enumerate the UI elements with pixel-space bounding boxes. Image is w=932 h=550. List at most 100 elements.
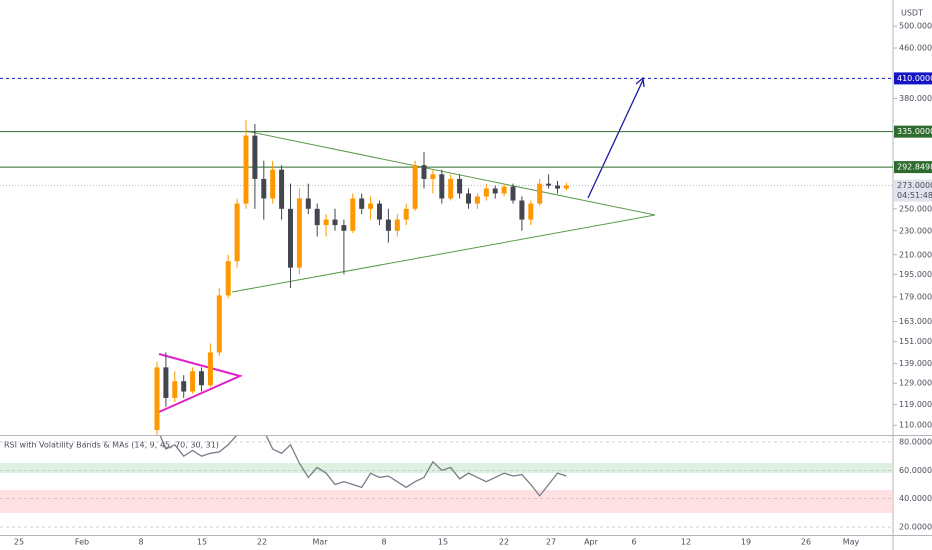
x-tick-label: 19 [741,538,751,547]
candle-body [412,165,418,209]
rsi-pane [0,436,893,528]
candle-body [172,381,178,398]
candle-body [163,367,169,398]
rsi-tick-label: 60.0000 [899,466,932,475]
x-tick-label: 22 [499,538,509,547]
pennant [158,353,243,413]
price-level-label: 410.0000 [897,74,932,83]
y-tick-label: 110.0000 [899,421,932,430]
x-tick-label: 8 [381,538,386,547]
last-price-label: 273.0000 [897,181,932,190]
candle-body [288,208,293,268]
axes: 500.0000 460.0000 380.0000 250.0000 230.0000… [14,22,932,547]
x-tick-label: 12 [681,538,691,547]
x-tick-label: 15 [438,538,448,547]
candle-body [243,135,249,204]
x-tick-label: 25 [14,538,24,547]
candle-body [279,169,285,209]
candle-body [563,185,569,189]
x-tick-label: May [843,538,860,547]
candle-body [394,219,400,231]
rsi-tick-label: 40.0000 [899,494,932,503]
price-level-tag [894,72,932,85]
y-tick-label: 163.0000 [899,317,932,326]
drawings [158,76,656,413]
candle-body [350,198,356,231]
x-tick-label: 27 [546,538,556,547]
candle-body [270,169,276,199]
candle-body [323,219,329,226]
rsi-line [159,436,567,497]
y-tick-label: 139.0000 [899,359,932,368]
candle-body [154,367,160,431]
price-level-tag [894,125,932,138]
candle-body [457,178,463,194]
candle-body [448,178,454,199]
y-tick-label: 119.0000 [899,400,932,409]
candle-body [430,174,436,179]
symmetrical-triangle [231,130,656,293]
y-tick-label: 129.0000 [899,379,932,388]
candle-body [305,198,311,209]
candle-body [377,203,382,220]
candle-body [207,352,213,386]
candle-body [474,196,480,204]
candle-body [501,186,507,194]
candle-body [296,198,302,268]
candle-body [190,371,196,392]
arrow [587,79,644,199]
candle-body [385,219,391,231]
candle-body [181,381,187,392]
candle-body [225,261,231,296]
candle-body [546,183,552,186]
price-level-label: 335.0000 [897,127,932,136]
y-tick-label: 460.0000 [899,44,932,53]
last-price-tag [894,179,932,202]
y-tick-label: 210.0000 [899,250,932,259]
candle-body [483,188,489,197]
price-pane [0,77,893,435]
candle-body [341,225,347,231]
candle-body [234,203,240,262]
x-tick-label: 22 [257,538,267,547]
price-level-label: 292.8498 [897,163,932,172]
rsi-upper-band [0,463,893,473]
candle-body [199,371,204,386]
x-tick-label: 8 [138,538,143,547]
price-level-tag [894,161,932,174]
candle-body [555,185,560,189]
candle-body [252,135,258,179]
x-tick-label: Apr [584,538,599,547]
x-tick-label: 6 [631,538,636,547]
x-tick-label: 15 [197,538,207,547]
candle-body [359,198,365,209]
candle-body [421,165,427,179]
candle-body [466,193,471,204]
rsi-tick-label: 80.0000 [899,437,932,446]
candle-body [528,203,534,220]
y-tick-label: 500.0000 [899,22,932,31]
y-tick-label: 151.0000 [899,337,932,346]
candle-body [492,188,498,194]
candle-body [216,295,222,353]
candle-body [332,219,338,226]
candle-body [314,208,320,226]
candle-body [537,183,543,204]
x-tick-label: Mar [312,538,328,547]
x-tick-label: 26 [801,538,811,547]
countdown: 04:51:48 [897,191,932,200]
candle-body [403,208,409,220]
y-tick-label: 179.0000 [899,292,932,301]
candle-body [261,178,267,199]
y-tick-label: 380.0000 [899,94,932,103]
candle-body [510,186,516,201]
candle-body [368,203,374,209]
y-tick-label: 250.0000 [899,204,932,213]
y-tick-label: 230.0000 [899,226,932,235]
candle-body [519,200,525,220]
y-tick-label: 195.0000 [899,270,932,279]
rsi-lower-band [0,490,893,513]
x-tick-label: Feb [75,538,89,547]
